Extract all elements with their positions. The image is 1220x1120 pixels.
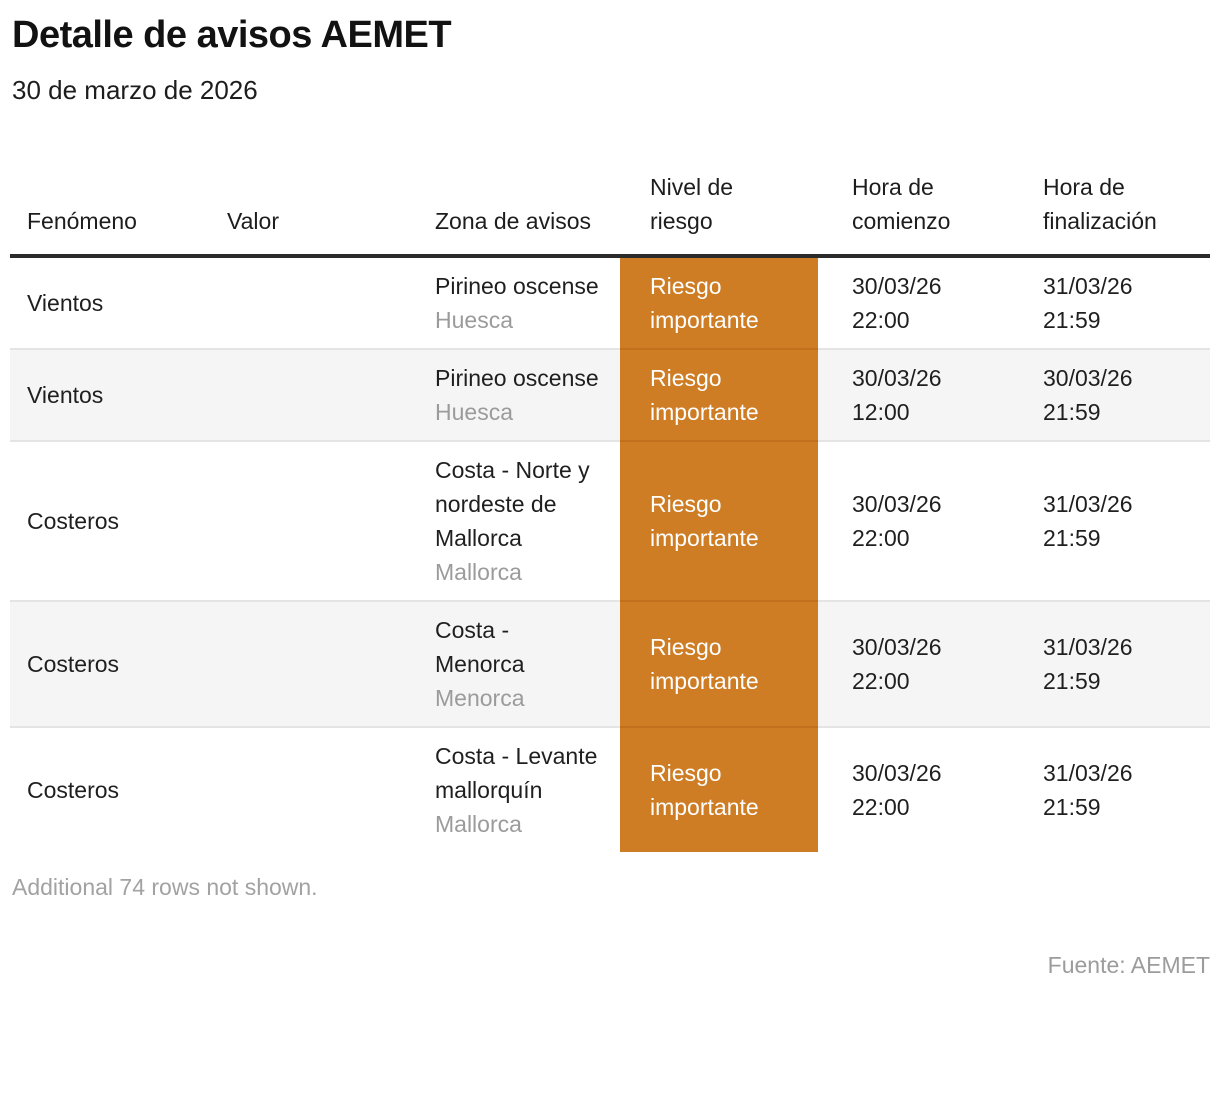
zona-region: Mallorca	[435, 559, 522, 585]
cell-zona: Pirineo oscense Huesca	[435, 258, 620, 348]
end-time: 21:59	[1043, 399, 1101, 425]
column-header-zona: Zona de avisos	[435, 208, 591, 234]
end-date: 31/03/26	[1043, 273, 1133, 299]
table-row: Costeros Costa - Levante mallorquín Mall…	[10, 726, 1210, 852]
risk-level-badge: Riesgo importante	[620, 726, 818, 852]
cell-fenomeno: Costeros	[10, 600, 227, 726]
zona-name: Costa - Levante mallorquín	[435, 743, 598, 803]
table-row: Vientos Pirineo oscense Huesca Riesgo im…	[10, 348, 1210, 440]
cell-valor	[227, 726, 435, 852]
zona-region: Mallorca	[435, 811, 522, 837]
cell-hora-finalizacion: 30/03/26 21:59	[1043, 348, 1210, 440]
cell-zona: Costa - Norte y nordeste de Mallorca Mal…	[435, 440, 620, 600]
rows-not-shown-note: Additional 74 rows not shown.	[12, 874, 318, 900]
risk-level-badge: Riesgo importante	[620, 440, 818, 600]
table-row: Vientos Pirineo oscense Huesca Riesgo im…	[10, 258, 1210, 348]
start-time: 22:00	[852, 794, 910, 820]
data-table: Fenómeno Valor Zona de avisos Nivel de r…	[10, 106, 1210, 852]
end-date: 31/03/26	[1043, 491, 1133, 517]
start-date: 30/03/26	[852, 365, 942, 391]
cell-hora-finalizacion: 31/03/26 21:59	[1043, 440, 1210, 600]
end-time: 21:59	[1043, 525, 1101, 551]
zona-name: Pirineo oscense	[435, 365, 599, 391]
risk-level-badge: Riesgo importante	[620, 600, 818, 726]
cell-hora-finalizacion: 31/03/26 21:59	[1043, 726, 1210, 852]
cell-hora-comienzo: 30/03/26 12:00	[818, 348, 1043, 440]
start-date: 30/03/26	[852, 273, 942, 299]
cell-hora-comienzo: 30/03/26 22:00	[818, 600, 1043, 726]
cell-fenomeno: Vientos	[27, 290, 104, 316]
column-header-finalizacion: Hora de finalización	[1043, 174, 1157, 234]
page-title: Detalle de avisos AEMET	[12, 14, 452, 56]
start-time: 22:00	[852, 668, 910, 694]
start-time: 22:00	[852, 307, 910, 333]
table-header-row: Fenómeno Valor Zona de avisos Nivel de r…	[10, 106, 1210, 258]
end-date: 30/03/26	[1043, 365, 1133, 391]
cell-hora-finalizacion: 31/03/26 21:59	[1043, 258, 1210, 348]
zona-region: Menorca	[435, 685, 525, 711]
cell-fenomeno: Costeros	[10, 440, 227, 600]
zona-name: Pirineo oscense	[435, 273, 599, 299]
cell-zona: Costa - Levante mallorquín Mallorca	[435, 726, 620, 852]
page-subtitle: 30 de marzo de 2026	[12, 75, 258, 105]
cell-valor	[227, 258, 435, 348]
cell-valor	[227, 600, 435, 726]
cell-hora-comienzo: 30/03/26 22:00	[818, 258, 1043, 348]
table-row: Costeros Costa - Menorca Menorca Riesgo …	[10, 600, 1210, 726]
start-date: 30/03/26	[852, 760, 942, 786]
start-time: 22:00	[852, 525, 910, 551]
cell-zona: Pirineo oscense Huesca	[435, 348, 620, 440]
cell-hora-finalizacion: 31/03/26 21:59	[1043, 600, 1210, 726]
end-date: 31/03/26	[1043, 760, 1133, 786]
cell-valor	[227, 348, 435, 440]
start-time: 12:00	[852, 399, 910, 425]
cell-hora-comienzo: 30/03/26 22:00	[818, 440, 1043, 600]
start-date: 30/03/26	[852, 491, 942, 517]
column-header-nivel: Nivel de riesgo	[650, 174, 734, 234]
end-time: 21:59	[1043, 668, 1101, 694]
end-date: 31/03/26	[1043, 634, 1133, 660]
zona-name: Costa - Norte y nordeste de Mallorca	[435, 457, 590, 551]
end-time: 21:59	[1043, 794, 1101, 820]
zona-region: Huesca	[435, 399, 513, 425]
table-row: Costeros Costa - Norte y nordeste de Mal…	[10, 440, 1210, 600]
start-date: 30/03/26	[852, 634, 942, 660]
cell-zona: Costa - Menorca Menorca	[435, 600, 620, 726]
end-time: 21:59	[1043, 307, 1101, 333]
source-credit: Fuente: AEMET	[1047, 952, 1210, 978]
cell-hora-comienzo: 30/03/26 22:00	[818, 726, 1043, 852]
zona-region: Huesca	[435, 307, 513, 333]
column-header-fenomeno: Fenómeno	[27, 208, 137, 234]
cell-valor	[227, 440, 435, 600]
column-header-comienzo: Hora de comienzo	[852, 174, 951, 234]
cell-fenomeno: Costeros	[10, 726, 227, 852]
zona-name: Costa - Menorca	[435, 617, 525, 677]
risk-level-badge: Riesgo importante	[620, 258, 818, 348]
cell-fenomeno: Vientos	[10, 348, 227, 440]
risk-level-badge: Riesgo importante	[620, 348, 818, 440]
column-header-valor: Valor	[227, 208, 279, 234]
